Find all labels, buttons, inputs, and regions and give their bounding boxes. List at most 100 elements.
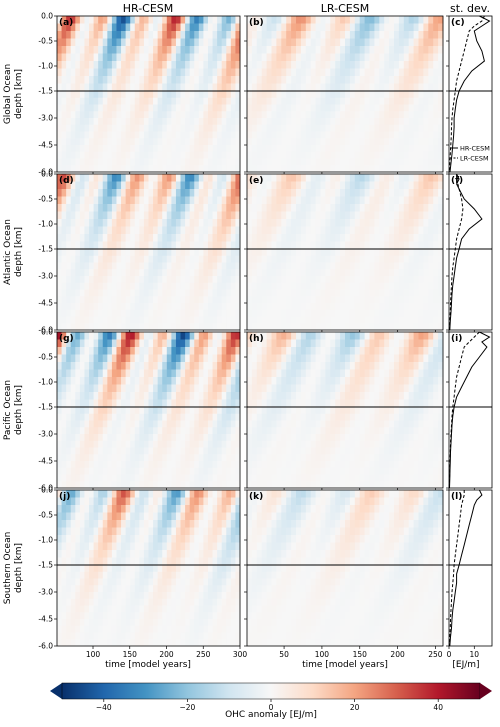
heatmap-cell: [181, 355, 186, 363]
heatmap-cell: [370, 76, 375, 84]
heatmap-cell: [158, 125, 163, 132]
heatmap-cell: [139, 69, 144, 77]
heatmap-cell: [321, 61, 326, 69]
heatmap-cell: [194, 219, 199, 227]
heatmap-cell: [57, 441, 62, 448]
heatmap-cell: [399, 24, 404, 32]
heatmap-cell: [62, 132, 67, 139]
heatmap-cell: [419, 276, 424, 283]
heatmap-cell: [149, 249, 154, 256]
heatmap-cell: [116, 392, 121, 400]
heatmap-cell: [433, 323, 438, 330]
heatmap-cell: [112, 165, 117, 172]
heatmap-cell: [301, 197, 306, 205]
heatmap-cell: [399, 165, 404, 172]
heatmap-cell: [116, 54, 121, 62]
heatmap-cell: [247, 263, 252, 270]
heatmap-cell: [399, 263, 404, 270]
heatmap-cell: [126, 204, 131, 212]
heatmap-cell: [84, 249, 89, 256]
heatmap-cell: [316, 76, 321, 84]
heatmap-cell: [370, 400, 375, 408]
heatmap-cell: [130, 189, 135, 197]
heatmap-cell: [149, 69, 154, 77]
heatmap-cell: [162, 392, 167, 400]
heatmap-cell: [75, 421, 80, 428]
heatmap-cell: [171, 256, 176, 263]
heatmap-cell: [423, 317, 428, 324]
heatmap-cell: [84, 407, 89, 414]
heatmap-cell: [203, 61, 208, 69]
heatmap-cell: [75, 84, 80, 92]
heatmap-cell: [208, 377, 213, 385]
heatmap-cell: [181, 323, 186, 330]
heatmap-cell: [162, 323, 167, 330]
heatmap-cell: [107, 276, 112, 283]
heatmap-cell: [345, 370, 350, 378]
heatmap-cell: [433, 152, 438, 159]
heatmap-cell: [181, 132, 186, 139]
heatmap-cell: [257, 323, 262, 330]
heatmap-cell: [222, 54, 227, 62]
heatmap-cell: [103, 84, 108, 92]
heatmap-cell: [190, 39, 195, 47]
heatmap-cell: [135, 125, 140, 132]
heatmap-cell: [365, 249, 370, 256]
heatmap-cell: [217, 16, 222, 24]
heatmap-cell: [185, 283, 190, 290]
heatmap-cell: [71, 303, 76, 310]
heatmap-cell: [162, 461, 167, 468]
heatmap-cell: [379, 98, 384, 105]
heatmap-cell: [301, 132, 306, 139]
heatmap-cell: [262, 39, 267, 47]
heatmap-cell: [335, 332, 340, 340]
heatmap-cell: [162, 61, 167, 69]
heatmap-cell: [208, 290, 213, 297]
y-tick-label: -0.5: [38, 353, 53, 362]
heatmap-cell: [167, 212, 172, 220]
heatmap-cell: [71, 31, 76, 39]
heatmap-cell: [112, 111, 117, 118]
heatmap-cell: [149, 400, 154, 408]
heatmap-cell: [130, 323, 135, 330]
heatmap-cell: [80, 263, 85, 270]
y-tick-label: -1.5: [38, 87, 53, 96]
heatmap-cell: [139, 283, 144, 290]
heatmap-cell: [419, 182, 424, 190]
heatmap-cell: [374, 276, 379, 283]
heatmap-cell: [103, 362, 108, 370]
heatmap-cell: [379, 189, 384, 197]
heatmap-cell: [116, 16, 121, 24]
heatmap-cell: [176, 118, 181, 125]
heatmap-cell: [176, 219, 181, 227]
heatmap-cell: [330, 54, 335, 62]
heatmap-cell: [130, 427, 135, 434]
heatmap-cell: [350, 91, 355, 98]
heatmap-cell: [330, 174, 335, 182]
heatmap-cell: [84, 91, 89, 98]
heatmap-cell: [139, 377, 144, 385]
heatmap-cell: [171, 227, 176, 235]
heatmap-cell: [176, 407, 181, 414]
heatmap-cell: [257, 362, 262, 370]
heatmap-cell: [345, 377, 350, 385]
heatmap-cell: [316, 296, 321, 303]
heatmap-cell: [252, 145, 257, 152]
heatmap-cell: [185, 256, 190, 263]
heatmap-cell: [162, 159, 167, 166]
heatmap-cell: [360, 152, 365, 159]
heatmap-cell: [301, 234, 306, 242]
heatmap-cell: [222, 448, 227, 455]
heatmap-cell: [433, 197, 438, 205]
heatmap-cell: [107, 76, 112, 84]
heatmap-cell: [262, 385, 267, 393]
heatmap-cell: [267, 234, 272, 242]
heatmap-cell: [389, 234, 394, 242]
heatmap-cell: [135, 414, 140, 421]
heatmap-cell: [153, 310, 158, 317]
title-hr: HR-CESM: [123, 2, 174, 15]
heatmap-cell: [57, 152, 62, 159]
heatmap-cell: [71, 76, 76, 84]
heatmap-cell: [374, 132, 379, 139]
heatmap-cell: [247, 227, 252, 235]
